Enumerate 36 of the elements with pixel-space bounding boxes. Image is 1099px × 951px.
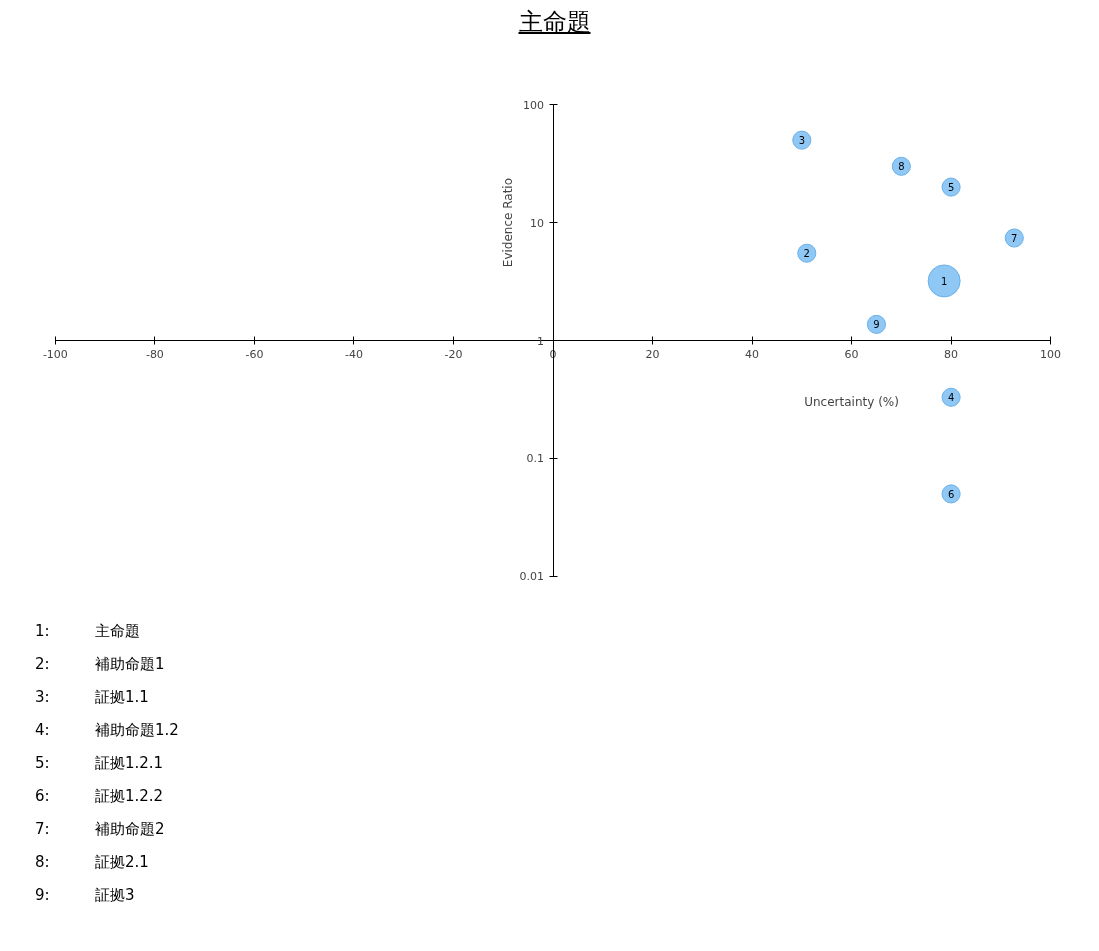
annotation: 8 <box>898 161 905 173</box>
annotation: 4 <box>947 392 955 404</box>
x-tick-label: -60 <box>245 347 264 361</box>
x-tick-label: -80 <box>145 347 164 361</box>
text: 4: 補助命題1.2 <box>35 721 179 739</box>
annotation: 1 <box>940 275 948 287</box>
y-axis-title: Evidence Ratio <box>501 177 516 268</box>
text: 2: 補助命題1 <box>35 655 165 673</box>
annotation: 2 <box>803 248 810 260</box>
x-tick-label: -100 <box>42 347 68 361</box>
x-axis-title: Uncertainty (%) <box>804 394 899 409</box>
x-tick-label: 100 <box>1040 347 1062 361</box>
x-tick-label: -40 <box>344 347 363 361</box>
text: 8: 証拠2.1 <box>35 853 149 871</box>
y-tick-label: 1 <box>537 334 544 348</box>
text: 3: 証拠1.1 <box>35 688 149 706</box>
x-tick-label: -20 <box>444 347 463 361</box>
y-tick-label: 10 <box>530 216 544 230</box>
y-tick-label: 0.1 <box>526 452 545 466</box>
annotation: 5 <box>947 182 955 194</box>
text: 9: 証拠3 <box>35 886 135 904</box>
text: 7: 補助命題2 <box>35 820 165 838</box>
y-tick-label: 100 <box>523 98 544 112</box>
text: 1: 主命題 <box>35 622 140 640</box>
annotation: 9 <box>873 319 880 331</box>
chart-title: 主命題 <box>517 7 592 38</box>
annotation: 7 <box>1011 233 1018 244</box>
x-tick-label: 40 <box>745 347 760 361</box>
annotation: 6 <box>947 488 955 500</box>
text: 6: 証拠1.2.2 <box>35 787 164 805</box>
annotation: 3 <box>798 135 805 147</box>
text: 5: 証拠1.2.1 <box>35 754 164 772</box>
x-tick-label: 80 <box>944 347 959 361</box>
x-tick-label: 20 <box>645 347 660 361</box>
y-tick-label: 0.01 <box>519 570 545 584</box>
x-tick-label: 60 <box>844 347 859 361</box>
